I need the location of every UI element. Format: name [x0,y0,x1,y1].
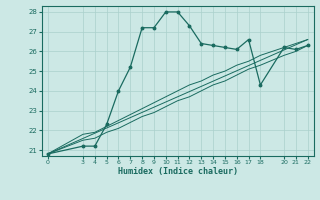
X-axis label: Humidex (Indice chaleur): Humidex (Indice chaleur) [118,167,237,176]
